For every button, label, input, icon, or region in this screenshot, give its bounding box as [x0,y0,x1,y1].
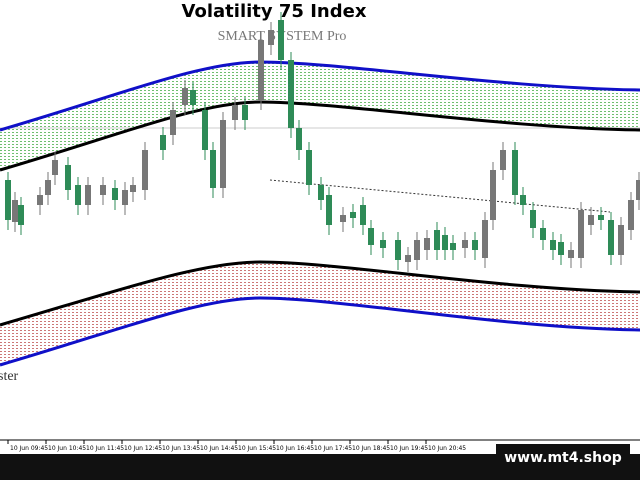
candle-body [160,135,166,150]
candle-body [490,170,496,220]
candle-body [380,240,386,248]
candle-body [85,185,91,205]
candle-body [202,110,208,150]
candle-body [472,240,478,250]
candle-body [350,212,356,218]
candle-body [628,200,634,230]
candle-body [424,238,430,250]
candle-body [530,210,536,228]
upper-black-line [0,100,640,172]
title: Volatility 75 Index [182,1,367,22]
candle-body [210,150,216,188]
candle-body [182,88,188,105]
candle-body [578,210,584,258]
candle-body [462,240,468,248]
candle-body [278,20,284,60]
candle-body [326,195,332,225]
candle-body [568,250,574,258]
candle-body [395,240,401,260]
x-tick-label: 10 Jun 19:45 [390,445,428,452]
x-tick-label: 10 Jun 14:45 [200,445,238,452]
lower-blue-line [0,296,640,367]
candle-body [598,215,604,220]
x-tick-label: 10 Jun 20:45 [428,445,466,452]
candle-body [588,215,594,225]
candle-body [482,220,488,258]
x-tick-label: 10 Jun 15:45 [238,445,276,452]
candle-body [112,188,118,200]
candle-body [12,200,18,222]
side-label: ster [0,369,19,384]
upper-band [0,62,640,170]
candle-body [318,185,324,200]
candle-body [130,185,136,192]
candle-body [306,150,312,185]
candle-body [368,228,374,245]
candle-body [5,180,11,220]
candle-body [242,105,248,120]
candle-body [550,240,556,250]
candle-body [636,180,640,200]
candle-body [360,205,366,225]
lower-black-line [0,260,640,327]
x-tick-label: 10 Jun 09:45 [10,445,48,452]
candles [5,12,640,272]
candle-body [540,228,546,240]
candle-body [142,150,148,190]
candle-body [405,255,411,262]
x-tick-label: 10 Jun 16:45 [276,445,314,452]
x-tick-label: 10 Jun 13:45 [162,445,200,452]
candle-body [618,225,624,255]
candle-body [190,90,196,105]
candle-body [268,30,274,45]
candle-body [558,242,564,255]
upper-blue-line [0,60,640,132]
candle-body [100,185,106,195]
candle-body [75,185,81,205]
trend-line [269,179,611,213]
candle-body [608,220,614,255]
candle-body [45,180,51,195]
x-tick-label: 10 Jun 10:45 [48,445,86,452]
candle-body [442,235,448,250]
candle-body [65,165,71,190]
candle-body [232,105,238,120]
candle-body [288,60,294,128]
candle-body [296,128,302,150]
watermark-box [496,444,630,470]
watermark: www.mt4.shop [504,450,622,466]
lower-band [0,262,640,365]
candle-body [414,240,420,260]
x-tick-label: 10 Jun 17:45 [314,445,352,452]
candle-body [18,205,24,225]
candle-body [450,243,456,250]
x-tick-label: 10 Jun 11:45 [86,445,124,452]
x-axis-labels: 10 Jun 09:45 10 Jun 10:45 10 Jun 11:45 10 J… [7,440,466,452]
candle-body [52,160,58,175]
candle-body [220,120,226,188]
x-tick-label: 10 Jun 18:45 [352,445,390,452]
x-tick-label: 10 Jun 12:45 [124,445,162,452]
candle-body [500,150,506,170]
candle-body [434,230,440,250]
candle-body [512,150,518,195]
candle-body [340,215,346,222]
candle-body [170,110,176,135]
candle-body [122,190,128,205]
candle-body [520,195,526,205]
candle-body [258,40,264,100]
candle-body [37,195,43,205]
